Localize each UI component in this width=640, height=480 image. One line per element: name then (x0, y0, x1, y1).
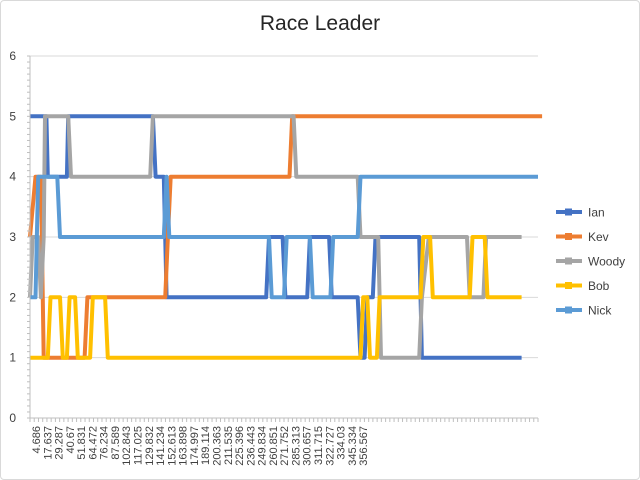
x-tick-label: 102.843 (121, 426, 133, 466)
y-tick-label: 0 (9, 411, 16, 425)
x-tick-label: 345.334 (347, 426, 359, 466)
series-line-nick (30, 174, 538, 300)
x-tick-label: 129.832 (144, 426, 156, 466)
legend-marker (565, 208, 572, 216)
y-tick-label: 6 (9, 49, 16, 63)
legend-label: Ian (588, 206, 605, 220)
x-tick-label: 117.025 (133, 426, 145, 465)
x-tick-label: 163.898 (178, 426, 190, 466)
legend-label: Bob (588, 279, 610, 293)
x-tick-label: 260.851 (268, 426, 280, 466)
x-tick-label: 200.363 (212, 426, 224, 466)
x-tick-label: 51.831 (76, 426, 88, 460)
x-tick-label: 87.589 (110, 426, 122, 460)
x-tick-label: 152.613 (166, 426, 178, 466)
legend-item-ian: Ian (556, 206, 605, 220)
series-line-woody (28, 114, 522, 360)
legend: Ian Kev Woody Bob Nick (556, 206, 625, 318)
y-tick-label: 2 (9, 290, 16, 304)
x-tick-label: 285.313 (290, 426, 302, 466)
x-tick-label: 189.114 (200, 426, 212, 465)
x-tick-label: 141.234 (155, 426, 167, 466)
legend-label: Nick (588, 304, 612, 318)
series-line-ian (30, 114, 522, 360)
series-line-bob (30, 235, 522, 360)
x-tick-label: 64.472 (87, 426, 99, 460)
y-tick-label: 5 (9, 109, 16, 123)
x-axis-tick-labels: 4.686 17.637 29.287 40.67 51.831 64.472 76.234… (31, 426, 370, 466)
x-tick-label: 322.727 (324, 426, 336, 466)
y-tick-label: 1 (9, 351, 16, 365)
legend-marker (565, 233, 572, 240)
x-tick-label: 4.686 (31, 426, 43, 454)
x-tick-label: 174.997 (189, 426, 201, 466)
legend-label: Woody (588, 255, 625, 269)
x-tick-label: 211.535 (223, 426, 235, 465)
legend-label: Kev (588, 230, 609, 244)
series-lines (28, 114, 543, 360)
axes (27, 55, 539, 422)
x-tick-label: 334.03 (336, 426, 348, 460)
x-tick-label: 271.752 (279, 426, 291, 466)
legend-item-nick: Nick (556, 304, 612, 318)
legend-marker (565, 306, 572, 314)
x-tick-label: 225.396 (234, 426, 246, 466)
x-tick-label: 17.637 (42, 426, 54, 460)
x-tick-label: 40.67 (65, 426, 77, 454)
x-tick-label: 29.287 (54, 426, 66, 460)
x-tick-label: 311.715 (313, 426, 325, 465)
x-tick-label: 76.234 (99, 426, 111, 460)
legend-item-bob: Bob (556, 279, 610, 293)
y-tick-label: 4 (9, 170, 16, 184)
chart-title: Race Leader (259, 12, 381, 35)
legend-marker (565, 257, 572, 265)
x-tick-label: 356.567 (358, 426, 370, 466)
legend-marker (565, 282, 572, 289)
legend-item-woody: Woody (556, 255, 625, 269)
x-tick-label: 236.443 (245, 426, 257, 466)
y-tick-label: 3 (9, 230, 16, 244)
x-tick-label: 300.657 (302, 426, 314, 466)
x-tick-label: 249.834 (257, 426, 269, 466)
y-axis-tick-labels: 0 1 2 3 4 5 6 (9, 49, 16, 425)
legend-item-kev: Kev (556, 230, 609, 244)
